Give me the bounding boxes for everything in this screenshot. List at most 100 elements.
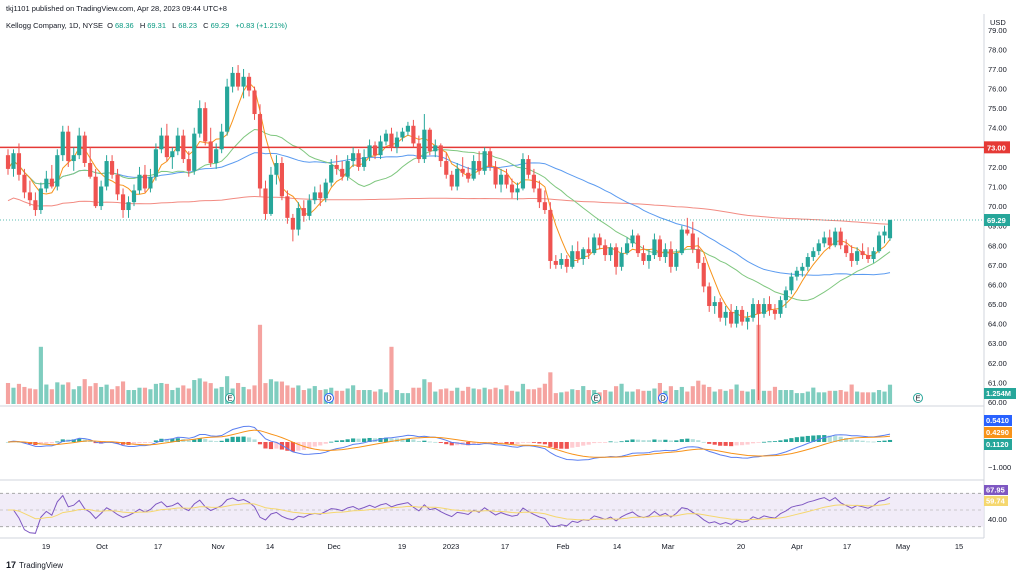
- candle-body: [110, 161, 115, 175]
- macd-histogram-bar: [378, 438, 383, 442]
- low-value: L 68.23: [172, 21, 198, 30]
- macd-histogram-bar: [740, 442, 745, 446]
- candle-body: [887, 220, 893, 239]
- event-marker-label: E: [593, 394, 598, 403]
- candle-body: [531, 174, 536, 189]
- sma-40-line: [7, 152, 891, 276]
- candle-body: [186, 159, 191, 171]
- volume-bar: [186, 388, 191, 404]
- price-tick-label: 66.00: [988, 280, 1007, 289]
- candle-body: [635, 235, 641, 254]
- macd-value-label: 0.5410: [986, 416, 1009, 425]
- volume-bar: [159, 382, 164, 404]
- macd-histogram-bar: [866, 441, 871, 443]
- candle-body: [750, 304, 756, 318]
- candle-body: [592, 237, 597, 254]
- candle-body: [767, 304, 772, 310]
- volume-bar: [219, 386, 224, 404]
- volume-bar: [88, 386, 93, 404]
- volume-bar: [66, 382, 71, 404]
- open-value: O 68.36: [107, 21, 134, 30]
- volume-bar: [718, 389, 723, 404]
- macd-histogram-bar: [164, 438, 169, 442]
- candle-body: [257, 114, 263, 189]
- macd-histogram-bar: [22, 442, 27, 444]
- volume-bar: [192, 380, 197, 404]
- candle-body: [466, 172, 471, 179]
- volume-bar: [515, 391, 520, 404]
- candle-body: [77, 135, 82, 156]
- candle-body: [789, 276, 794, 291]
- candle-body: [236, 72, 241, 87]
- candle-body: [405, 125, 410, 132]
- x-axis-label: 14: [613, 542, 621, 551]
- event-marker: [324, 393, 334, 403]
- candle-body: [444, 161, 449, 175]
- macd-histogram-bar: [471, 442, 476, 445]
- macd-histogram-bar: [197, 438, 202, 442]
- tradingview-footer[interactable]: 17 TradingView: [6, 560, 63, 570]
- macd-histogram-bar: [871, 441, 876, 443]
- volume-bar: [624, 391, 630, 404]
- macd-histogram-bar: [586, 442, 591, 445]
- macd-histogram-bar: [257, 442, 263, 445]
- candle-body: [159, 135, 164, 150]
- volume-bar: [614, 386, 619, 404]
- macd-histogram-bar: [712, 442, 717, 445]
- volume-bar: [542, 383, 547, 404]
- macd-histogram-bar: [44, 442, 49, 444]
- candle-body: [351, 153, 356, 162]
- volume-bar: [570, 389, 575, 404]
- macd-histogram-bar: [723, 442, 728, 446]
- macd-histogram-bar: [772, 441, 778, 442]
- volume-bar: [38, 346, 43, 404]
- rsi-ma-line: [8, 503, 891, 521]
- macd-histogram-bar: [77, 438, 82, 442]
- macd-histogram-bar: [422, 440, 427, 442]
- volume-bar: [5, 382, 11, 404]
- volume-bar: [685, 391, 690, 404]
- volume-bar: [871, 392, 876, 404]
- macd-value-box: [984, 427, 1012, 438]
- price-tick-label: 67.00: [988, 261, 1007, 270]
- volume-bar: [586, 390, 591, 404]
- macd-histogram-bar: [778, 440, 783, 442]
- candle-body: [603, 245, 608, 256]
- candle-body: [345, 161, 350, 177]
- macd-histogram-bar: [246, 437, 252, 442]
- macd-histogram-bar: [55, 441, 60, 443]
- macd-histogram-bar: [701, 441, 706, 443]
- volume-bar: [312, 386, 317, 404]
- published-header: tkj1101 published on TradingView.com, Ap…: [6, 4, 227, 13]
- candle-body: [329, 164, 334, 183]
- candle-body: [11, 153, 16, 169]
- macd-histogram-bar: [268, 442, 274, 450]
- volume-bar: [559, 392, 564, 404]
- macd-histogram-bar: [520, 442, 526, 443]
- volume-bar: [849, 384, 854, 404]
- candle-body: [60, 131, 65, 156]
- volume-bar: [400, 393, 405, 404]
- candle-body: [734, 309, 739, 324]
- volume-bar: [318, 390, 323, 404]
- macd-histogram-bar: [60, 439, 65, 442]
- price-tick-label: 74.00: [988, 124, 1007, 133]
- candle-body: [833, 231, 838, 246]
- volume-bar: [22, 386, 27, 404]
- price-tick-label: 72.00: [988, 163, 1007, 172]
- volume-bar: [427, 382, 432, 404]
- macd-histogram-bar: [230, 436, 235, 442]
- macd-histogram-bar: [537, 442, 542, 444]
- volume-bar: [394, 390, 400, 404]
- macd-histogram-bar: [203, 438, 208, 442]
- candle-body: [838, 231, 843, 246]
- volume-bar: [740, 390, 745, 404]
- volume-bar: [438, 389, 443, 404]
- macd-histogram-bar: [575, 442, 580, 447]
- macd-histogram-bar: [690, 439, 695, 442]
- candle-body: [400, 131, 405, 138]
- x-axis-label: 17: [154, 542, 162, 551]
- candle-body: [142, 174, 148, 189]
- candle-body: [88, 163, 93, 177]
